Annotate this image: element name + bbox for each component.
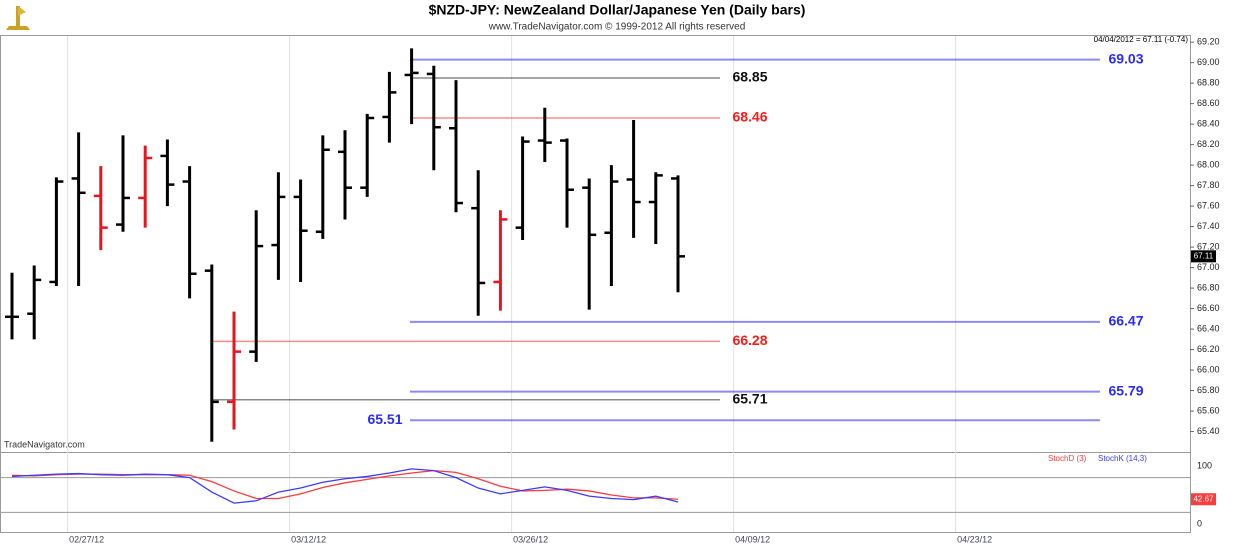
last-price-box [1191, 250, 1216, 263]
y-tick-label: 66.00 [1197, 364, 1220, 374]
legend-entry: StochD (3) [1048, 454, 1087, 463]
level-label: 65.79 [1108, 382, 1143, 398]
y-tick-label: 65.80 [1197, 385, 1220, 395]
y-tick-label: 100 [1197, 460, 1212, 470]
x-tick-label: 03/26/12 [513, 534, 548, 544]
level-label: 66.47 [1108, 313, 1143, 329]
chart-subtitle: www.TradeNavigator.com © 1999-2012 All r… [488, 22, 746, 33]
last-price-label: 67.11 [1194, 251, 1214, 260]
price-annotation: 04/04/2012 = 67.11 (-0.74) [1094, 35, 1189, 44]
y-tick-label: 69.20 [1197, 37, 1220, 47]
y-tick-label: 67.00 [1197, 262, 1220, 272]
y-tick-label: 65.60 [1197, 405, 1220, 415]
x-tick-label: 03/12/12 [291, 534, 326, 544]
y-tick-label: 66.80 [1197, 282, 1220, 292]
x-tick-label: 02/27/12 [69, 534, 104, 544]
y-tick-label: 68.20 [1197, 139, 1220, 149]
chart-title: $NZD-JPY: NewZealand Dollar/Japanese Yen… [429, 2, 806, 18]
y-tick-label: 68.40 [1197, 119, 1220, 129]
y-tick-label: 68.00 [1197, 160, 1220, 170]
level-label: 68.46 [732, 109, 767, 125]
y-tick-label: 66.60 [1197, 303, 1220, 313]
y-tick-label: 0 [1197, 518, 1202, 528]
level-label: 65.51 [367, 411, 402, 427]
stoch-line [11, 468, 679, 504]
y-tick-label: 67.80 [1197, 180, 1220, 190]
y-tick-label: 68.80 [1197, 78, 1220, 88]
y-tick-label: 67.60 [1197, 200, 1220, 210]
y-tick-label: 69.00 [1197, 57, 1220, 67]
y-tick-label: 66.40 [1197, 323, 1220, 333]
y-tick-label: 68.60 [1197, 98, 1220, 108]
level-label: 65.71 [732, 390, 767, 406]
x-tick-label: 04/09/12 [735, 534, 770, 544]
legend-entry: StochK (14,3) [1098, 454, 1147, 463]
y-tick-label: 66.20 [1197, 344, 1220, 354]
y-tick-label: 65.40 [1197, 426, 1220, 436]
last-value-label: 42.67 [1193, 494, 1214, 503]
logo [6, 6, 30, 30]
y-tick-label: 67.40 [1197, 221, 1220, 231]
x-tick-label: 04/23/12 [957, 534, 992, 544]
y-tick-label: 67.20 [1197, 241, 1220, 251]
last-value-box [1191, 493, 1216, 506]
level-label: 69.03 [1108, 50, 1143, 66]
level-label: 66.28 [732, 332, 767, 348]
level-label: 68.85 [732, 69, 767, 85]
main-panel [0, 35, 1191, 453]
stoch-panel [0, 452, 1191, 533]
watermark: TradeNavigator.com [4, 439, 85, 449]
